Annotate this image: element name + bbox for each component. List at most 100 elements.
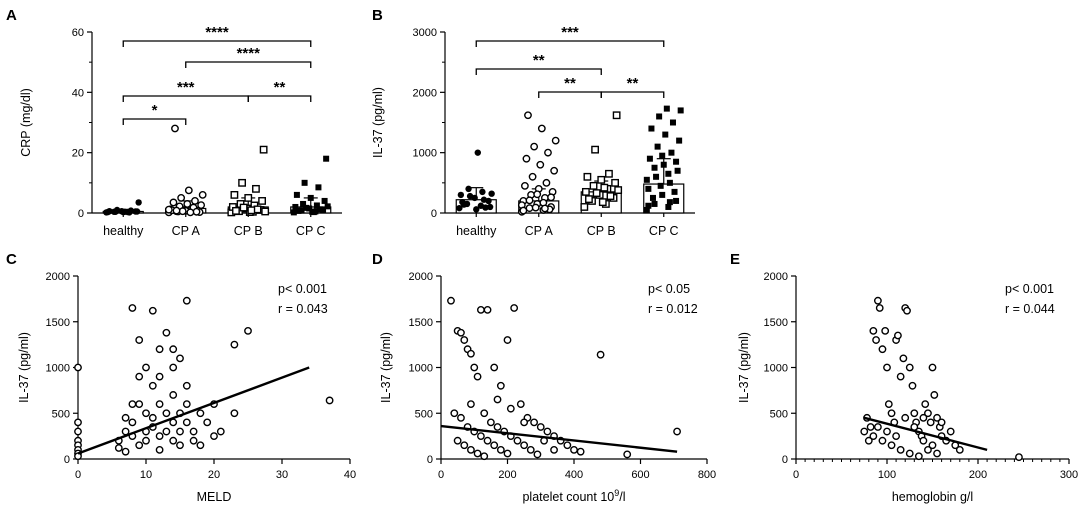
data-point [323,155,330,162]
y-tick-label: 60 [72,27,84,39]
significance-bracket [122,40,312,47]
data-point [135,199,142,206]
data-point [253,205,262,214]
data-point [133,208,141,215]
data-point [261,207,270,216]
data-point [892,432,900,441]
data-point [307,194,314,201]
data-point [315,184,322,191]
x-axis-label: hemoglobin g/l [892,490,973,504]
y-tick-label: 2000 [413,87,437,99]
significance-bracket [185,61,312,68]
panel-label: A [6,7,17,24]
data-point [473,372,482,381]
data-point [142,363,150,372]
data-point [113,206,121,214]
data-point [460,336,469,344]
data-point [651,164,658,171]
y-tick-label: 1000 [46,363,70,375]
data-point [666,179,673,186]
data-point [550,166,559,175]
y-tick-label: 1500 [764,317,788,329]
data-point [659,152,666,159]
significance-label: ** [627,75,639,92]
data-point [866,423,875,431]
x-category-label: healthy [103,224,144,238]
data-point [483,436,492,445]
data-point [169,436,178,445]
data-point [666,199,673,206]
data-point [881,326,890,335]
data-point [128,400,137,408]
data-point [325,396,334,405]
data-point [933,449,941,458]
data-point [946,427,955,436]
data-point [516,400,525,408]
panel-c-meld-scatter: C 0 500 1000 1500 2000 0 10 20 30 40 IL-37 (pg/ml) M… [6,251,356,504]
data-point [182,296,191,305]
data-point [874,423,882,431]
data-point [673,197,680,204]
data-point [189,436,198,445]
data-point [447,296,455,305]
data-point [259,145,268,154]
data-point [521,181,529,190]
data-point [531,203,540,212]
data-point [887,441,896,450]
data-point [883,427,891,436]
data-point [522,154,531,163]
y-tick-label: 40 [72,87,84,99]
data-point [74,418,82,427]
x-tick-label: 100 [878,469,896,481]
data-point [114,444,123,452]
data-point [162,409,171,418]
data-point [869,432,878,441]
data-point [643,206,650,213]
data-point [486,418,495,427]
y-tick-label: 1500 [46,317,70,329]
data-point [176,354,184,363]
data-point [457,328,465,337]
data-point [874,296,882,305]
data-point [300,200,307,207]
data-point [660,161,667,168]
data-point [645,185,652,192]
data-point [921,400,930,408]
data-point [230,340,239,349]
data-point [506,404,515,413]
data-point [605,169,613,178]
x-axis-label: MELD [197,490,232,504]
r-value-label: r = 0.044 [1005,302,1055,316]
data-point [592,189,601,197]
y-tick-label: 20 [72,148,84,160]
data-point [524,111,532,120]
data-point [74,363,82,372]
y-axis-label: IL-37 (pg/ml) [17,332,31,403]
data-point [563,441,572,450]
significance-label: ** [533,52,545,69]
data-point [528,172,537,181]
data-point [674,167,681,174]
data-point [239,203,248,212]
data-point [596,350,605,359]
x-tick-label: 600 [631,469,649,481]
data-point [580,203,589,211]
data-point [533,450,542,459]
data-point [182,381,191,390]
data-point [673,158,680,165]
data-point [878,436,887,445]
data-point [169,198,178,207]
data-point [121,413,130,422]
data-point [869,326,878,335]
data-point [656,113,663,120]
data-point [182,418,191,427]
data-point [74,452,82,461]
data-point [908,381,917,390]
data-point [467,349,475,358]
data-point [919,413,928,422]
data-point [135,400,144,408]
data-point [457,191,465,199]
data-point [860,427,869,436]
regression-line [440,424,678,453]
